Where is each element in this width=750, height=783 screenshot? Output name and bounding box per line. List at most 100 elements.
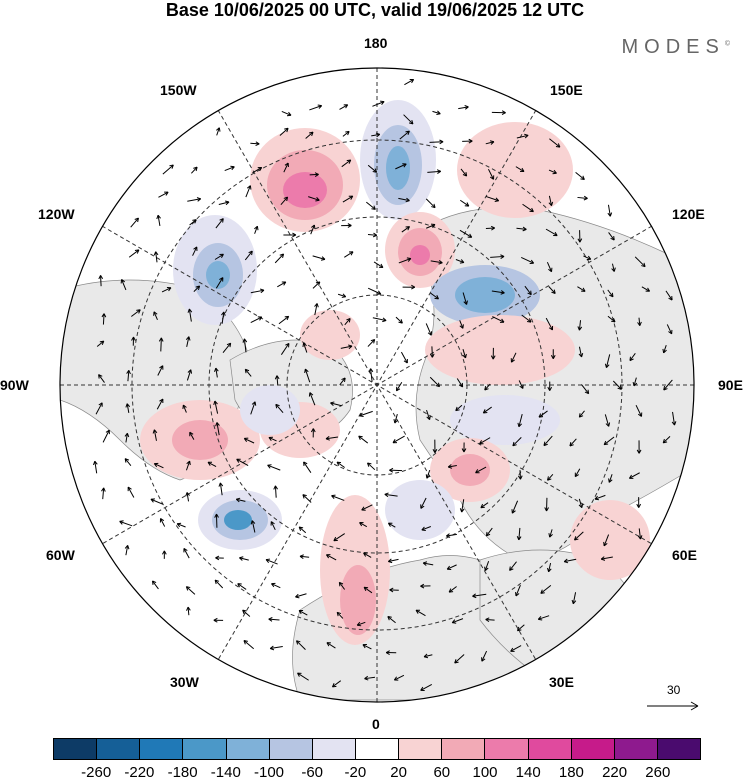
wind-arrow-head: [268, 617, 273, 622]
wind-arrow: [312, 281, 321, 289]
wind-arrow: [394, 674, 405, 681]
wind-arrow-head: [105, 429, 110, 435]
wind-arrow-head: [134, 249, 140, 254]
wind-arrow: [540, 584, 552, 594]
wind-arrow-head: [485, 617, 490, 623]
wind-arrow-head: [348, 344, 353, 350]
colorbar-tick-label: -260: [81, 764, 112, 781]
colorbar-swatch: [269, 739, 313, 759]
wind-arrow-head: [574, 472, 579, 478]
wind-arrow: [543, 435, 553, 446]
colorbar-tick-label: -100: [253, 764, 285, 781]
wind-arrow: [423, 562, 434, 566]
wind-arrow-head: [451, 619, 457, 624]
wind-arrow: [243, 640, 255, 650]
wind-arrow: [98, 374, 105, 383]
lon-label-120e: 120E: [672, 206, 705, 222]
wind-arrow: [448, 465, 457, 468]
wind-arrow-head: [537, 616, 543, 621]
colorbar-swatch: [399, 739, 443, 759]
wind-arrow-head: [438, 259, 443, 265]
wind-arrow-head: [124, 432, 130, 438]
wind-arrow-head: [244, 368, 250, 374]
wind-arrow-head: [127, 486, 132, 492]
wind-arrow: [239, 557, 249, 561]
wind-arrow-head: [164, 191, 169, 196]
wind-arrow: [244, 368, 252, 377]
wind-arrow: [224, 166, 235, 172]
wind-arrow: [242, 609, 251, 617]
wind-arrow-head: [221, 311, 226, 316]
wind-arrow-head: [297, 672, 302, 677]
wind-arrow-head: [338, 581, 344, 587]
wind-arrow: [373, 261, 384, 268]
wind-arrow-head: [361, 506, 366, 511]
wind-arrow: [270, 645, 283, 650]
colorbar-swatch: [355, 739, 400, 759]
wind-arrow: [491, 290, 505, 294]
wind-arrow-head: [403, 358, 408, 364]
wind-arrow: [475, 466, 487, 474]
map-title: Base 10/06/2025 00 UTC, valid 19/06/2025…: [165, 0, 585, 20]
colorbar-swatch: [528, 739, 572, 759]
wind-arrow-head: [185, 492, 190, 497]
wind-arrow-head: [517, 422, 523, 428]
wind-arrow-head: [358, 435, 363, 441]
wind-arrow-head: [389, 467, 394, 473]
wind-arrow: [401, 226, 410, 233]
wind-arrow-head: [134, 217, 139, 223]
wind-arrow-head: [436, 110, 441, 116]
wind-arrow: [121, 279, 127, 291]
wind-arrow-head: [629, 356, 634, 362]
wind-arrow: [479, 437, 491, 445]
wind-arrow-head: [98, 374, 103, 379]
wind-arrow-head: [284, 127, 289, 133]
wind-arrow-head: [423, 653, 429, 659]
wind-arrow: [277, 281, 287, 288]
colorbar: [53, 738, 701, 760]
wind-arrow-head: [578, 352, 584, 358]
wind-arrow: [150, 498, 163, 505]
wind-arrow: [396, 381, 403, 392]
colorbar-labels: -260 -220 -180 -140 -100 -60 -20 20 60 100 140 180 2…: [0, 764, 750, 782]
wind-arrow: [182, 404, 187, 413]
wind-arrow-head: [215, 422, 220, 427]
wind-arrow: [510, 352, 517, 363]
wind-arrow: [485, 227, 495, 230]
wind-arrow-head: [434, 295, 439, 300]
wind-arrow-head: [490, 355, 496, 360]
wind-arrow: [326, 554, 337, 561]
wind-arrow: [663, 379, 673, 391]
wind-arrow: [218, 201, 230, 205]
wind-arrow: [425, 198, 436, 209]
wind-arrow-head: [151, 580, 157, 585]
wind-arrow-head: [156, 214, 161, 220]
wind-arrow-head: [489, 175, 495, 180]
wind-arrow-head: [125, 403, 131, 408]
wind-arrow-head: [153, 251, 159, 256]
wind-arrow-head: [608, 478, 613, 483]
wind-arrow-head: [315, 281, 321, 286]
colorbar-swatch: [183, 739, 227, 759]
wind-arrow-head: [501, 110, 506, 115]
wind-arrow-head: [99, 340, 105, 346]
wind-arrow: [420, 497, 427, 509]
wind-arrow-head: [479, 440, 484, 445]
colorbar-tick-label: -140: [210, 764, 241, 781]
wind-arrow: [342, 130, 350, 137]
wind-arrow: [607, 289, 614, 298]
colorbar-tick-label: 20: [390, 764, 407, 781]
wind-arrow: [297, 672, 309, 681]
wind-arrow: [635, 404, 642, 417]
wind-arrow-head: [509, 566, 514, 571]
wind-vectors: [92, 78, 677, 691]
colorbar-swatch: [226, 739, 270, 759]
wind-arrow-head: [257, 166, 263, 172]
colorbar-swatch: [54, 739, 98, 759]
wind-arrow: [578, 410, 585, 418]
wind-arrow: [362, 644, 372, 650]
wind-arrow: [339, 104, 348, 110]
wind-arrow: [268, 437, 277, 442]
wind-arrow-head: [481, 657, 486, 662]
wind-arrow-head: [515, 591, 520, 597]
